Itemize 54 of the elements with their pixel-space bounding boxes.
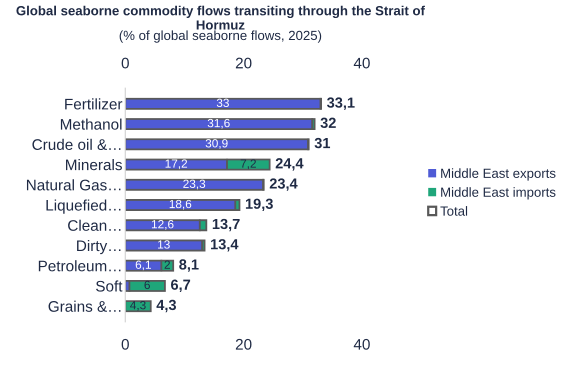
x2-tick-label: 40 [354, 58, 370, 68]
y-tick-label: Clean… [68, 220, 120, 231]
bar [125, 300, 152, 312]
y-tick-label: Minerals [66, 159, 122, 170]
x-tick-label: 20 [236, 338, 252, 350]
bar [125, 138, 309, 150]
total-label: 8,1 [179, 259, 199, 272]
y-tick-label: Crude oil &… [32, 138, 120, 150]
legend-label: Middle East exports [441, 168, 556, 181]
bar [125, 240, 204, 252]
bar [125, 178, 264, 191]
data-label: 33 [216, 98, 229, 108]
y-tick-label: Natural Gas… [26, 179, 120, 190]
x-tick-label: 40 [354, 338, 370, 350]
y-tick-label: Fertilizer [65, 98, 122, 110]
y-tick-label: Petroleum… [38, 260, 120, 272]
legend-label: Middle East imports [441, 187, 556, 200]
y-tick-label: Methanol [60, 118, 122, 130]
total-label: 33,1 [326, 97, 355, 110]
total-label: 13,4 [211, 239, 238, 252]
y-tick-label: Dirty… [77, 240, 120, 254]
total-label: 31 [314, 138, 330, 148]
data-label: 6,1 [136, 260, 151, 270]
total-label: 13,7 [212, 218, 240, 232]
data-label: 2 [164, 260, 170, 269]
chart-title: Global seaborne commodity flows transiting through the Strait of Hormuz [16, 6, 425, 30]
data-label: 12,6 [152, 220, 174, 230]
data-label: 23,3 [183, 180, 206, 190]
data-label: 4,3 [130, 300, 146, 311]
total-label: 6,7 [171, 280, 190, 292]
bar [128, 280, 166, 292]
total-label: 32 [320, 118, 336, 128]
x-tick-label: 0 [122, 338, 129, 350]
x2-tick-label: 20 [236, 58, 252, 68]
total-label: 23,4 [270, 178, 298, 191]
data-label: 17,2 [166, 159, 188, 170]
y-tick-label: Grains &… [48, 300, 120, 312]
data-label: 30,9 [206, 139, 228, 149]
data-label: 7,2 [240, 159, 256, 170]
y-tick-label: Soft [96, 280, 122, 292]
total-label: 24,4 [276, 158, 304, 171]
bar [125, 98, 322, 110]
data-label: 31,6 [208, 118, 230, 129]
x2-tick-label: 0 [122, 58, 129, 68]
text: Total [440, 206, 468, 216]
data-label: 13 [158, 240, 170, 249]
data-label: 6 [144, 280, 150, 290]
data-label: 18,6 [170, 200, 192, 210]
total-label: 19,3 [246, 198, 273, 212]
bar [125, 199, 236, 211]
y-tick-label: Liquefied… [46, 199, 120, 214]
total-label: 4,3 [156, 300, 176, 312]
chart-subtitle: (% of global seaborne flows, 2025) [120, 30, 322, 43]
bar [125, 118, 314, 130]
